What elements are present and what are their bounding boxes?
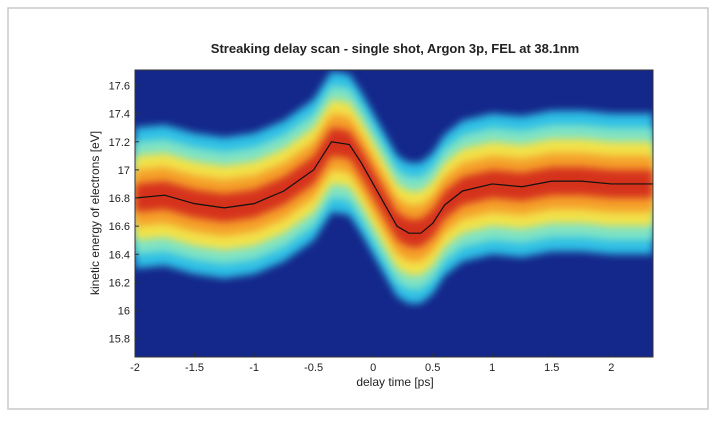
x-tick-label: 0: [370, 362, 376, 374]
x-tick-label: -1: [249, 362, 259, 374]
x-tick-label: 1: [489, 362, 495, 374]
y-tick-label: 17.2: [109, 137, 130, 149]
x-tick-label: -2: [130, 362, 140, 374]
y-tick-label: 15.8: [109, 334, 130, 346]
y-tick-label: 16.4: [109, 249, 130, 261]
y-tick-label: 17.6: [109, 80, 130, 92]
y-tick-label: 16.2: [109, 277, 130, 289]
intensity-band: [135, 99, 653, 276]
x-tick-label: 2: [608, 362, 614, 374]
y-tick-label: 16.6: [109, 221, 130, 233]
intensity-band: [135, 127, 653, 248]
y-tick-label: 17: [118, 165, 130, 177]
heatmap: [135, 71, 653, 304]
x-tick-label: -0.5: [304, 362, 323, 374]
plot-layer: -2 -1.5 -1 -0.5 0 0.5 1 1.5 2 15.8 16 16.2 16.4 16.6 1…: [109, 80, 615, 374]
y-axis-label: kinetic energy of electrons [eV]: [88, 131, 102, 295]
x-axis-label: delay time [ps]: [356, 375, 433, 389]
y-tick-label: 16: [118, 306, 130, 318]
x-tick-label: -1.5: [185, 362, 204, 374]
y-tick-label: 16.8: [109, 193, 130, 205]
chart-title: Streaking delay scan - single shot, Argo…: [211, 41, 579, 56]
x-tick-label: 0.5: [425, 362, 440, 374]
x-tick-label: 1.5: [544, 362, 559, 374]
mean-line: [135, 141, 653, 234]
intensity-band: [135, 113, 653, 262]
plot-border: [134, 69, 654, 358]
y-tick-label: 17.4: [109, 109, 130, 121]
